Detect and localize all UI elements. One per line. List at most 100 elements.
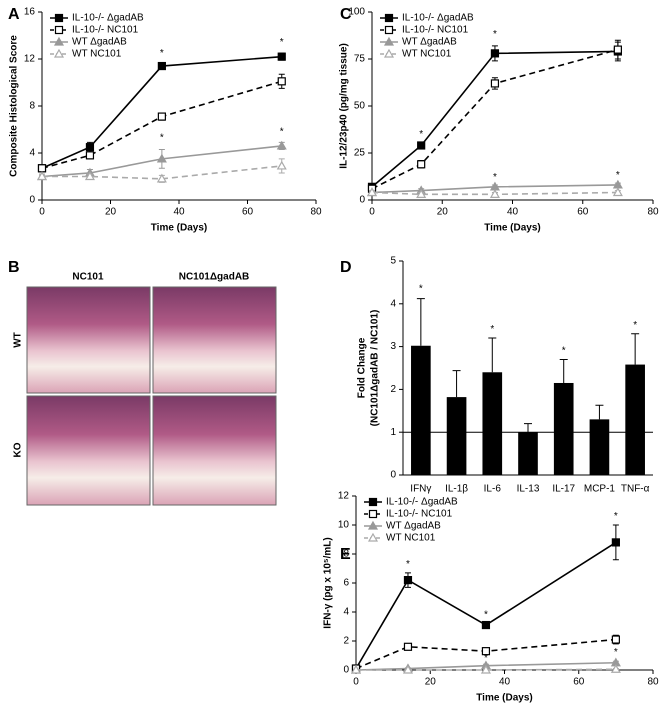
annotation: * — [614, 511, 618, 522]
legend-marker — [368, 509, 378, 519]
series-line — [371, 50, 618, 188]
y-tick-label: 0 — [343, 665, 349, 676]
x-tick-label: 0 — [353, 677, 359, 688]
x-axis-label: Time (Days) — [151, 223, 208, 234]
legend-label: IL-10-/- NC101 — [386, 509, 453, 520]
legend-label: IL-10-/- ΔgadAB — [72, 13, 144, 24]
annotation: * — [419, 129, 423, 140]
bar — [553, 382, 574, 475]
x-tick-label: IFNγ — [410, 484, 431, 495]
x-tick-label: IL-6 — [484, 484, 502, 495]
data-point — [85, 143, 95, 152]
data-point — [481, 647, 491, 656]
panel-label: E — [340, 546, 351, 563]
x-tick-label: 0 — [369, 207, 375, 218]
histology-image — [26, 395, 151, 506]
legend-label: WT ΔgadAB — [386, 521, 441, 532]
data-point — [489, 189, 500, 198]
data-point — [403, 642, 413, 651]
bar — [625, 364, 645, 475]
x-tick-label: MCP-1 — [584, 484, 616, 495]
y-tick-label: 0 — [29, 195, 35, 206]
panel-label: D — [340, 259, 352, 276]
data-point — [613, 45, 622, 54]
bar — [411, 345, 431, 475]
data-point — [156, 153, 167, 163]
legend-marker — [54, 13, 64, 23]
data-point — [366, 187, 378, 197]
row-label: KO — [13, 442, 24, 457]
panel-label: C — [340, 6, 352, 23]
y-tick-label: 4 — [343, 607, 349, 618]
data-point — [276, 160, 287, 170]
legend-marker — [383, 48, 395, 58]
y-axis-label: Fold Change — [357, 337, 368, 398]
data-point — [156, 173, 167, 183]
annotation: * — [616, 170, 620, 181]
y-tick-label: 1 — [390, 427, 396, 438]
annotation: * — [484, 653, 488, 664]
y-tick-label: 5 — [390, 256, 396, 267]
y-axis-label: IFN-γ (pg x 10⁵/mL) — [323, 537, 334, 628]
data-point — [416, 189, 427, 198]
y-tick-label: 2 — [390, 384, 396, 395]
annotation: * — [614, 647, 618, 658]
legend-label: IL-10-/- ΔgadAB — [402, 13, 474, 24]
data-point — [157, 61, 166, 71]
histology-image — [26, 286, 151, 394]
y-tick-label: 0 — [359, 195, 365, 206]
series-line — [41, 55, 282, 170]
legend-marker — [53, 36, 65, 46]
series-line — [41, 145, 282, 178]
annotation: * — [160, 48, 164, 59]
data-point — [611, 635, 620, 644]
data-point — [85, 151, 95, 160]
data-point — [277, 52, 286, 61]
series-line — [355, 638, 616, 670]
y-tick-label: 8 — [343, 549, 349, 560]
annotation: * — [280, 126, 284, 137]
data-point — [610, 664, 621, 673]
y-tick-label: 4 — [29, 148, 35, 159]
y-axis-label: Composite Histological Score — [9, 35, 20, 177]
bar — [446, 397, 467, 475]
error-bar — [595, 404, 604, 420]
series-line — [355, 541, 617, 669]
legend-marker — [54, 25, 64, 35]
x-tick-label: 0 — [39, 207, 45, 218]
y-tick-label: 8 — [29, 101, 35, 112]
legend-marker — [384, 25, 394, 35]
panel-label: B — [8, 259, 20, 276]
annotation: * — [280, 37, 284, 48]
y-tick-label: 16 — [24, 7, 36, 18]
error-bar — [416, 298, 425, 346]
data-point — [84, 171, 95, 181]
legend-label: IL-10-/- NC101 — [402, 25, 469, 36]
series-line — [42, 165, 282, 180]
y-tick-label: 75 — [354, 54, 366, 65]
data-point — [403, 575, 413, 585]
y-tick-label: 10 — [338, 520, 350, 531]
x-axis-label: Time (Days) — [476, 693, 533, 704]
annotation: * — [633, 320, 637, 331]
x-tick-label: 40 — [507, 207, 519, 218]
x-axis-label: Time (Days) — [484, 223, 541, 234]
data-point — [612, 187, 623, 197]
annotation: * — [484, 610, 488, 621]
legend-marker — [383, 36, 395, 46]
data-point — [480, 664, 491, 674]
y-tick-label: 50 — [354, 101, 366, 112]
error-bar — [452, 370, 461, 398]
bar — [482, 372, 503, 475]
data-point — [277, 77, 286, 86]
y-tick-label: 6 — [343, 578, 349, 589]
x-tick-label: 60 — [242, 207, 254, 218]
x-tick-label: 60 — [573, 677, 585, 688]
bar — [518, 432, 538, 475]
legend-label: WT NC101 — [72, 49, 122, 60]
data-point — [350, 664, 362, 674]
x-tick-label: 80 — [310, 207, 322, 218]
annotation: * — [406, 559, 410, 570]
data-point — [276, 140, 287, 150]
histology-image — [152, 395, 277, 506]
